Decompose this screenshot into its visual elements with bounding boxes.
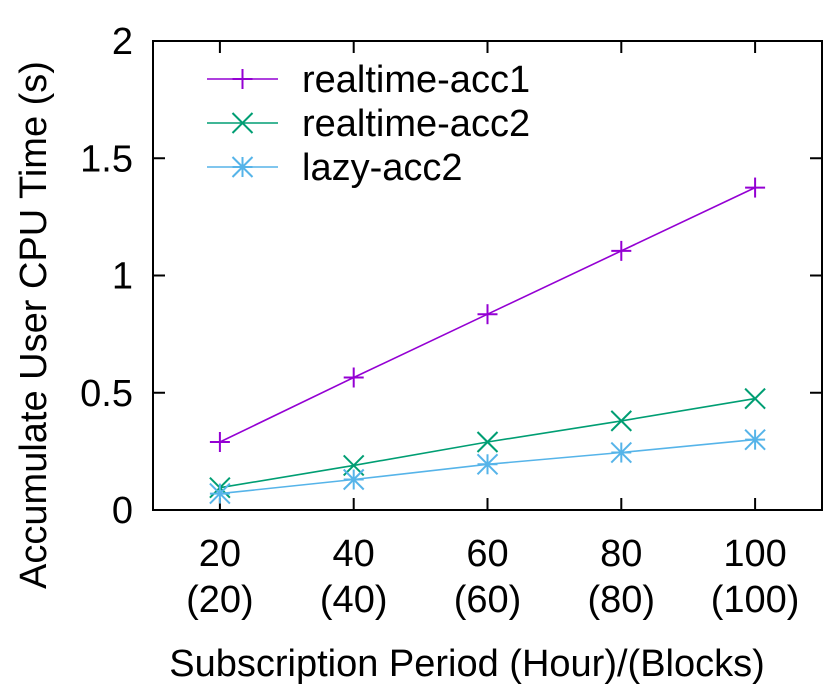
series-layer	[209, 177, 766, 505]
data-point	[476, 453, 499, 475]
x-tick-sublabel: (60)	[454, 579, 522, 621]
x-tick-label: 40	[333, 533, 375, 575]
x-tick-sublabel: (80)	[588, 579, 656, 621]
data-point	[610, 441, 633, 464]
series-realtime-acc2	[209, 387, 766, 499]
legend-label: realtime-acc2	[302, 103, 530, 145]
y-tick-label: 0	[112, 490, 133, 532]
data-point	[476, 431, 499, 453]
legend-item: lazy-acc2	[207, 147, 463, 189]
legend-label: lazy-acc2	[302, 147, 463, 189]
y-axis: 0 0.5 1 1.5 2	[80, 21, 822, 532]
legend-label: realtime-acc1	[302, 59, 530, 101]
x-tick-sublabel: (40)	[320, 579, 388, 621]
data-point	[744, 387, 766, 410]
x-tick-label: 100	[723, 533, 786, 575]
x-tick-label: 60	[466, 533, 508, 575]
data-point	[209, 482, 231, 505]
data-point	[744, 428, 766, 451]
data-point	[610, 410, 633, 432]
data-point	[342, 468, 365, 491]
data-point	[611, 240, 632, 261]
x-axis: 20(20) 40(40) 60(60) 80(80) 100(100)	[186, 41, 799, 621]
legend-marker	[231, 156, 254, 178]
legend-item: realtime-acc1	[207, 59, 530, 101]
legend-marker	[231, 112, 254, 134]
x-tick-label: 80	[600, 533, 642, 575]
y-axis-title: Accumulate User CPU Time (s)	[13, 61, 55, 589]
y-tick-label: 1	[112, 256, 133, 298]
y-tick-label: 0.5	[80, 373, 133, 415]
data-point	[477, 304, 498, 325]
x-tick-sublabel: (20)	[186, 579, 254, 621]
y-tick-label: 2	[112, 21, 133, 63]
data-point	[209, 431, 230, 452]
legend-marker	[232, 69, 253, 89]
data-point	[343, 367, 364, 388]
series-lazy-acc2	[209, 428, 766, 505]
y-tick-label: 1.5	[80, 138, 133, 180]
x-tick-sublabel: (100)	[711, 579, 800, 621]
x-axis-title: Subscription Period (Hour)/(Blocks)	[169, 643, 765, 685]
series-realtime-acc1	[209, 177, 766, 452]
legend-item: realtime-acc2	[207, 103, 530, 145]
x-tick-label: 20	[199, 533, 241, 575]
data-point	[745, 177, 766, 198]
